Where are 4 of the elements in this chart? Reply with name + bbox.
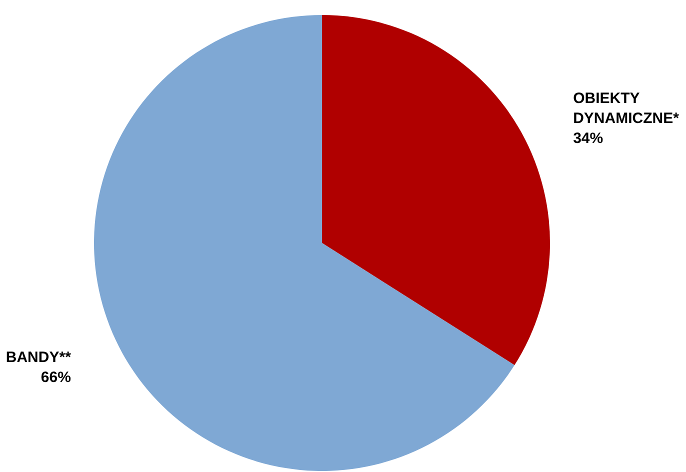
data-label: 34% (573, 130, 604, 148)
data-label: 66% (40, 368, 71, 386)
slice-label: BANDY** (6, 348, 72, 366)
slice-label: OBIEKTY DYNAMICZNE* (573, 90, 680, 128)
